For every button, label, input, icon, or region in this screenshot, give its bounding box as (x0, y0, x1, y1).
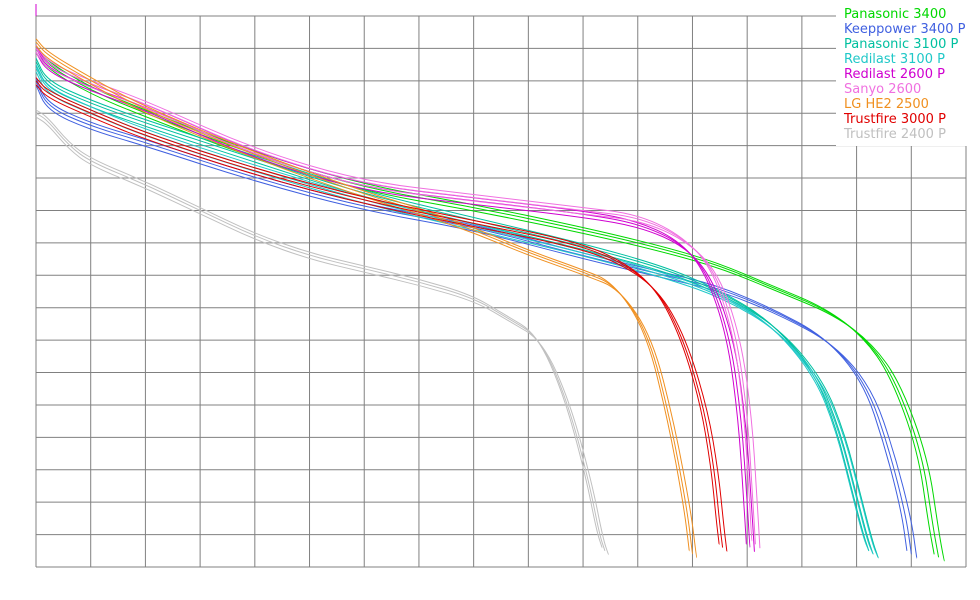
series-line-keeppower-3400-p (35, 84, 918, 559)
legend-item-keeppower-3400-p: Keeppower 3400 P (844, 22, 966, 37)
series-line-trustfire-2400-p (35, 109, 603, 549)
series-line-panasonic-3400 (35, 48, 940, 558)
series-line-keeppower-3400-p (35, 80, 912, 555)
series-line-trustfire-3000-p (35, 80, 724, 548)
series-line-panasonic-3100-p (35, 61, 874, 555)
series-line-panasonic-3400 (35, 52, 945, 562)
series-line-sanyo-2600 (35, 52, 761, 549)
chart-curves (35, 38, 945, 562)
series-line-redilast-2600-p (35, 52, 755, 552)
series-line-panasonic-3100-p (35, 65, 879, 559)
legend-item-trustfire-3000-p: Trustfire 3000 P (843, 112, 946, 127)
series-line-lg-he2-2500 (35, 45, 698, 559)
series-line-sanyo-2600 (35, 44, 753, 542)
legend-item-trustfire-2400-p: Trustfire 2400 P (843, 127, 946, 142)
series-line-lg-he2-2500 (35, 41, 693, 555)
series-line-trustfire-2400-p (35, 112, 606, 551)
legend-box (836, 2, 980, 146)
series-line-trustfire-3000-p (35, 84, 728, 552)
series-line-lg-he2-2500 (35, 38, 690, 552)
series-line-panasonic-3100-p (35, 57, 870, 551)
legend-item-redilast-3100-p: Redilast 3100 P (844, 52, 945, 67)
series-line-trustfire-3000-p (35, 77, 720, 545)
legend-item-redilast-2600-p: Redilast 2600 P (844, 67, 945, 82)
legend-item-panasonic-3400: Panasonic 3400 (844, 7, 946, 22)
legend-item-sanyo-2600: Sanyo 2600 (844, 82, 921, 97)
legend-item-lg-he2-2500: LG HE2 2500 (844, 97, 929, 112)
chart-grid (35, 4, 967, 568)
series-line-redilast-2600-p (35, 48, 751, 549)
series-line-trustfire-2400-p (35, 116, 609, 556)
legend-item-panasonic-3100-p: Panasonic 3100 P (844, 37, 959, 52)
